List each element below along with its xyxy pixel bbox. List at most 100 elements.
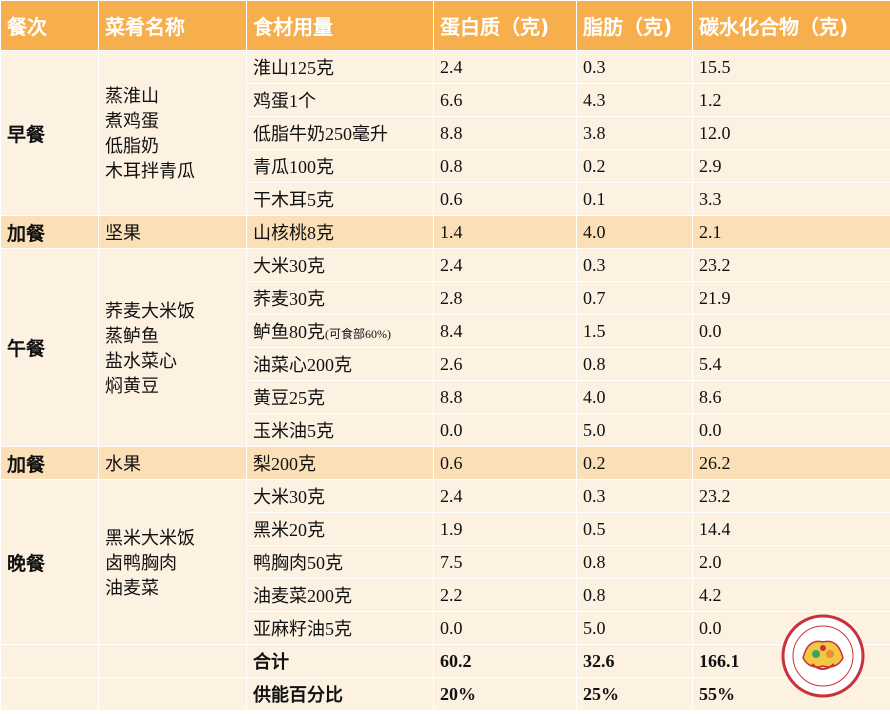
fat-cell: 4.0 — [576, 380, 693, 414]
dish-item: 卤鸭胸肉 — [105, 552, 177, 573]
ingredient-cell: 山核桃8克 — [246, 215, 434, 249]
ingredient-cell: 青瓜100克 — [246, 149, 434, 183]
dish-item: 煮鸡蛋 — [105, 111, 159, 131]
ingredient-cell: 干木耳5克 — [246, 182, 434, 216]
table-row: 干木耳5克 0.6 0.1 3.3 — [1, 182, 890, 216]
ingredient-cell: 梨200克 — [246, 446, 434, 480]
ingredient-note: (可食部60%) — [325, 327, 391, 341]
fat-cell: 0.3 — [576, 248, 693, 282]
dish-item: 低脂奶 — [105, 136, 159, 156]
meal-cell-snack: 加餐 — [0, 446, 99, 480]
carb-cell: 2.1 — [692, 215, 890, 249]
ingredient-cell: 淮山125克 — [246, 50, 434, 84]
fat-cell: 0.7 — [576, 281, 693, 315]
total-fat: 32.6 — [576, 644, 693, 678]
table-row: 加餐 水果 梨200克 0.6 0.2 26.2 — [0, 446, 890, 480]
fat-cell: 0.2 — [576, 149, 693, 183]
protein-cell: 0.0 — [433, 413, 577, 447]
protein-cell: 0.8 — [433, 149, 577, 183]
energy-percent-protein: 20% — [433, 677, 577, 711]
fat-cell: 5.0 — [576, 413, 693, 447]
table-row: 加餐 坚果 山核桃8克 1.4 4.0 2.1 — [0, 215, 890, 249]
energy-percent-row: 供能百分比 20% 25% 55% — [0, 677, 890, 711]
energy-percent-carb: 55% — [692, 677, 890, 711]
empty-cell — [0, 677, 99, 711]
table-row: 黄豆25克 8.8 4.0 8.6 — [1, 380, 890, 414]
empty-cell — [0, 644, 99, 678]
fat-cell: 0.1 — [576, 182, 693, 216]
meal-cell-breakfast: 早餐 — [0, 50, 99, 216]
fat-cell: 0.3 — [576, 50, 693, 84]
hospital-seal-icon — [781, 614, 865, 698]
table-row: 晚餐 黑米大米饭 卤鸭胸肉 油麦菜 大米30克 2.4 0.3 23.2 — [0, 479, 890, 645]
fat-cell: 4.0 — [576, 215, 693, 249]
carb-cell: 0.0 — [692, 314, 890, 348]
ingredient-name: 鲈鱼80克 — [253, 322, 325, 342]
carb-cell: 2.9 — [692, 149, 890, 183]
dish-cell-dinner: 黑米大米饭 卤鸭胸肉 油麦菜 — [98, 479, 247, 645]
dish-item: 木耳拌青瓜 — [105, 161, 195, 181]
protein-cell: 8.8 — [433, 380, 577, 414]
carb-cell: 21.9 — [692, 281, 890, 315]
protein-cell: 0.6 — [433, 182, 577, 216]
protein-cell: 2.4 — [433, 50, 577, 84]
carb-cell: 15.5 — [692, 50, 890, 84]
table-row: 早餐 蒸淮山 煮鸡蛋 低脂奶 木耳拌青瓜 淮山125克 2.4 0.3 15.5 — [0, 50, 890, 216]
carb-cell: 14.4 — [692, 512, 890, 546]
carb-cell: 23.2 — [692, 248, 890, 282]
table-row: 油麦菜200克 2.2 0.8 4.2 — [1, 578, 890, 612]
ingredient-cell: 荞麦30克 — [246, 281, 434, 315]
ingredient-cell: 鲈鱼80克(可食部60%) — [246, 314, 434, 348]
ingredient-cell: 油麦菜200克 — [246, 578, 434, 612]
ingredient-cell: 黄豆25克 — [246, 380, 434, 414]
ingredient-cell: 鸡蛋1个 — [246, 83, 434, 117]
header-protein: 蛋白质（克) — [433, 0, 577, 51]
fat-cell: 3.8 — [576, 116, 693, 150]
ingredient-cell: 鸭胸肉50克 — [246, 545, 434, 579]
ingredient-cell: 低脂牛奶250毫升 — [246, 116, 434, 150]
protein-cell: 2.2 — [433, 578, 577, 612]
header-carb: 碳水化合物（克) — [692, 0, 890, 51]
protein-cell: 6.6 — [433, 83, 577, 117]
meal-cell-snack: 加餐 — [0, 215, 99, 249]
table-row: 鸡蛋1个 6.6 4.3 1.2 — [1, 83, 890, 117]
table-row: 玉米油5克 0.0 5.0 0.0 — [1, 413, 890, 447]
table-row: 黑米20克 1.9 0.5 14.4 — [1, 512, 890, 546]
carb-cell: 2.0 — [692, 545, 890, 579]
meal-cell-dinner: 晚餐 — [0, 479, 99, 645]
fat-cell: 0.5 — [576, 512, 693, 546]
fat-cell: 1.5 — [576, 314, 693, 348]
dish-cell-snack: 坚果 — [98, 215, 247, 249]
table-row: 低脂牛奶250毫升 8.8 3.8 12.0 — [1, 116, 890, 150]
ingredient-cell: 油菜心200克 — [246, 347, 434, 381]
protein-cell: 0.6 — [433, 446, 577, 480]
protein-cell: 8.8 — [433, 116, 577, 150]
protein-cell: 7.5 — [433, 545, 577, 579]
table-row: 青瓜100克 0.8 0.2 2.9 — [1, 149, 890, 183]
protein-cell: 8.4 — [433, 314, 577, 348]
dish-item: 黑米大米饭 — [105, 527, 195, 548]
protein-cell: 0.0 — [433, 611, 577, 645]
header-meal: 餐次 — [0, 0, 99, 51]
dish-item: 油麦菜 — [105, 577, 159, 598]
table-row: 鲈鱼80克(可食部60%) 8.4 1.5 0.0 — [1, 314, 890, 348]
meal-cell-lunch: 午餐 — [0, 248, 99, 447]
dish-cell-breakfast: 蒸淮山 煮鸡蛋 低脂奶 木耳拌青瓜 — [98, 50, 247, 216]
ingredient-cell: 黑米20克 — [246, 512, 434, 546]
carb-cell: 3.3 — [692, 182, 890, 216]
total-row: 合计 60.2 32.6 166.1 — [0, 644, 890, 678]
ingredient-cell: 大米30克 — [246, 479, 434, 513]
carb-cell: 26.2 — [692, 446, 890, 480]
table-row: 油菜心200克 2.6 0.8 5.4 — [1, 347, 890, 381]
ingredient-cell: 玉米油5克 — [246, 413, 434, 447]
dish-item: 蒸淮山 — [105, 86, 159, 106]
fat-cell: 0.3 — [576, 479, 693, 513]
fat-cell: 0.8 — [576, 545, 693, 579]
fat-cell: 0.8 — [576, 578, 693, 612]
dish-item: 盐水菜心 — [105, 350, 177, 371]
carb-cell: 0.0 — [692, 413, 890, 447]
header-row: 餐次 菜肴名称 食材用量 蛋白质（克) 脂肪（克) 碳水化合物（克) — [0, 0, 890, 51]
header-dish: 菜肴名称 — [98, 0, 247, 51]
dish-item: 荞麦大米饭 — [105, 300, 195, 321]
fat-cell: 0.2 — [576, 446, 693, 480]
